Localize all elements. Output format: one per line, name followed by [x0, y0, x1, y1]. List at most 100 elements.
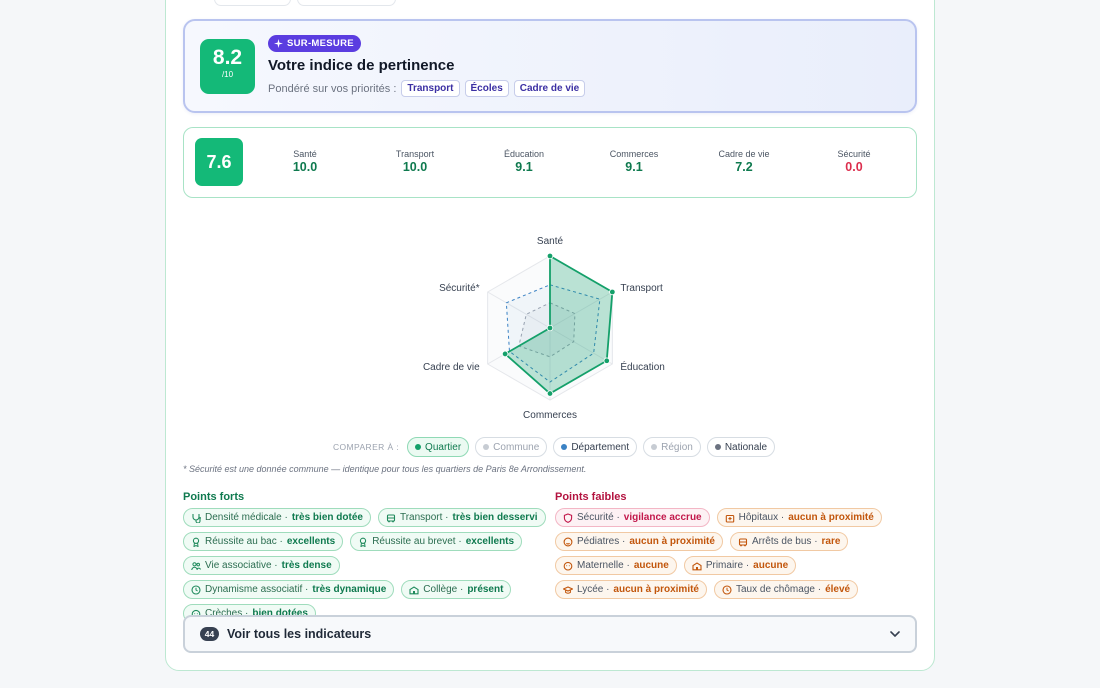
child-icon: [563, 537, 573, 547]
compare-chip-commune[interactable]: Commune: [475, 437, 548, 457]
score-label: Éducation: [503, 149, 545, 159]
custom-badge: SUR-MESURE: [268, 35, 361, 52]
tag-level: aucun à proximité: [613, 584, 699, 595]
score-value: 0.0: [845, 160, 863, 174]
compare-label: COMPARER À :: [333, 442, 400, 452]
legend-dot-icon: [415, 444, 422, 450]
relevance-score-value: 8.2: [212, 46, 243, 69]
all-indicators-accordion[interactable]: 44 Voir tous les indicateurs: [183, 615, 917, 653]
compare-chip-département[interactable]: Département: [553, 437, 638, 457]
weakness-tag[interactable]: Taux de chômage · élevé: [714, 580, 859, 599]
school-icon: [692, 561, 702, 571]
top-filter-pill[interactable]: [297, 0, 396, 6]
weakness-tag[interactable]: Pédiatres · aucun à proximité: [555, 532, 723, 551]
strength-tag[interactable]: Transport · très bien desservi: [377, 508, 546, 527]
weakness-tag[interactable]: Maternelle · aucune: [555, 556, 677, 575]
relevance-score: 8.2 /10: [200, 39, 255, 94]
tag-level: excellents: [465, 536, 515, 547]
tag-name: Sécurité ·: [577, 512, 620, 523]
weakness-tag[interactable]: Arrêts de bus · rare: [729, 532, 849, 551]
tag-name: Réussite au bac ·: [205, 536, 283, 547]
tag-name: Transport ·: [399, 512, 449, 523]
weakness-tag[interactable]: Primaire · aucune: [683, 556, 797, 575]
radar-axis-label: Sécurité*: [439, 283, 480, 294]
tag-name: Arrêts de bus ·: [751, 536, 818, 547]
stethoscope-icon: [191, 513, 201, 524]
baby-icon: [563, 561, 573, 571]
compare-chip-région[interactable]: Région: [643, 437, 701, 457]
tag-name: Lycée ·: [577, 584, 610, 595]
school-icon: [409, 585, 419, 595]
radar-axis-label: Commerces: [523, 410, 577, 421]
score-label: Santé: [293, 149, 317, 159]
tag-level: aucun à proximité: [629, 536, 715, 547]
tag-name: Pédiatres ·: [577, 536, 626, 547]
award-icon: [191, 537, 201, 547]
priority-chip[interactable]: Cadre de vie: [513, 80, 586, 97]
hospital-icon: [725, 513, 735, 523]
compare-chip-label: Nationale: [724, 441, 768, 453]
priority-chip[interactable]: Écoles: [464, 80, 509, 97]
strengths-list: Densité médicale · très bien dotée Transpo…: [183, 508, 553, 623]
tag-level: aucun à proximité: [788, 512, 874, 523]
strength-tag[interactable]: Collège · présent: [401, 580, 512, 599]
score-cell-commerces: Commerces 9.1: [589, 149, 679, 174]
tag-name: Primaire ·: [705, 560, 750, 571]
weakness-tag[interactable]: Lycée · aucun à proximité: [555, 580, 707, 599]
tag-name: Hôpitaux ·: [738, 512, 785, 523]
tag-level: bien dotées: [252, 608, 308, 619]
strength-tag[interactable]: Densité médicale · très bien dotée: [183, 508, 371, 527]
strength-tag[interactable]: Réussite au bac · excellents: [183, 532, 344, 551]
priority-chip[interactable]: Transport: [401, 80, 460, 97]
bus-icon: [738, 537, 748, 547]
top-filter-pill[interactable]: [214, 0, 291, 6]
radar-chart: Santé Transport Éducation Commerces Cadre de…: [423, 236, 665, 421]
strength-tag[interactable]: Réussite au brevet · excellents: [350, 532, 523, 551]
tag-level: excellents: [286, 536, 336, 547]
compare-chip-nationale[interactable]: Nationale: [706, 437, 776, 457]
score-label: Commerces: [609, 149, 659, 159]
tag-level: rare: [821, 536, 841, 547]
weakness-tag[interactable]: Sécurité · vigilance accrue: [555, 508, 710, 527]
radar-axis-label: Santé: [537, 236, 564, 247]
security-footnote: * Sécurité est une donnée commune — iden…: [183, 464, 587, 474]
radar-point: [603, 357, 610, 364]
tag-name: Collège ·: [423, 584, 464, 595]
radar-point: [546, 390, 554, 397]
clock-icon: [722, 584, 732, 595]
tag-name: Vie associative ·: [205, 560, 278, 571]
radar-axis-label: Éducation: [620, 360, 664, 373]
radar-axis-line: [549, 291, 613, 329]
radar-point: [609, 288, 616, 296]
radar-point: [501, 350, 509, 358]
score-label: Cadre de vie: [718, 149, 770, 159]
radar-axis-line: [487, 291, 551, 329]
priorities-label: Pondéré sur vos priorités :: [268, 82, 397, 95]
radar-axis-label: Cadre de vie: [423, 362, 480, 373]
legend-dot-icon: [561, 444, 568, 450]
score-label: Transport: [395, 149, 435, 159]
strengths-title: Points forts: [183, 491, 245, 503]
tag-name: Crèches ·: [205, 608, 249, 619]
legend-dot-icon: [483, 444, 490, 450]
tag-level: aucune: [753, 560, 789, 571]
tag-name: Densité médicale ·: [205, 512, 288, 523]
tag-name: Dynamisme associatif ·: [205, 584, 309, 595]
radar-point: [546, 252, 554, 260]
score-value: 10.0: [402, 160, 428, 174]
weakness-tag[interactable]: Hôpitaux · aucun à proximité: [716, 508, 882, 527]
strength-tag[interactable]: Vie associative · très dense: [183, 556, 340, 575]
strength-tag[interactable]: Dynamisme associatif · très dynamique: [183, 580, 395, 599]
compare-selector: COMPARER À : Quartier Commune Département R…: [333, 437, 776, 457]
category-scores-card: 7.6 Santé 10.0 Transport 10.0 Éducation …: [183, 127, 917, 198]
tag-level: très bien dotée: [291, 512, 363, 523]
compare-chip-quartier[interactable]: Quartier: [407, 437, 470, 457]
score-cell-transport: Transport 10.0: [370, 149, 460, 174]
relevance-score-scale: /10: [221, 70, 234, 79]
legend-dot-icon: [651, 444, 658, 450]
compare-chip-label: Département: [571, 441, 630, 453]
radar-point: [546, 324, 554, 332]
graduation-icon: [562, 585, 574, 595]
radar-axis-line: [549, 327, 613, 365]
tag-level: très dense: [281, 560, 332, 571]
